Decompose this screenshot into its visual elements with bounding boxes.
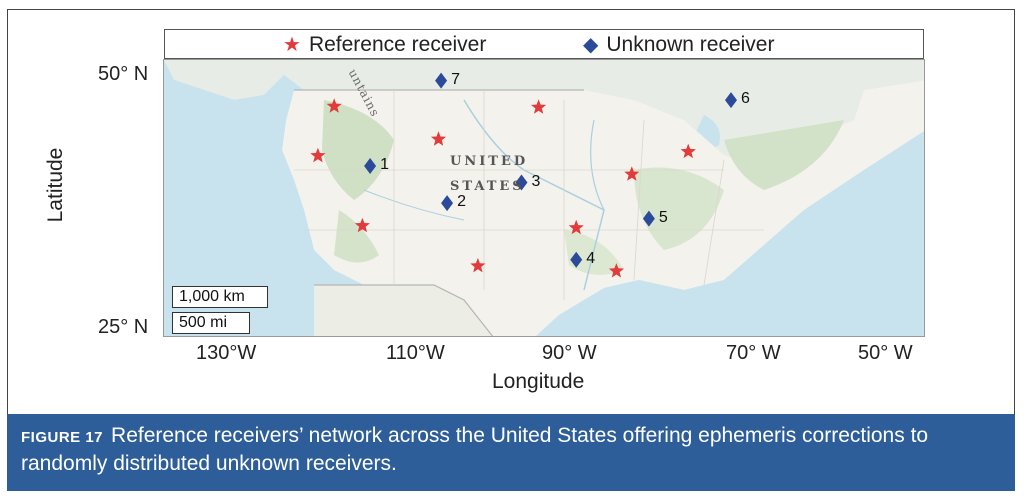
unknown-receiver-marker [441, 195, 454, 212]
legend: ★ Reference receiver ◆ Unknown receiver [164, 29, 924, 59]
reference-receiver-marker [680, 143, 696, 159]
basemap [164, 60, 924, 336]
caption-text: Reference receivers’ network across the … [21, 424, 929, 475]
reference-receiver-marker [531, 99, 547, 114]
unknown-receiver-label: 2 [457, 193, 466, 211]
reference-receiver-marker [354, 217, 370, 233]
unknown-receiver-label: 6 [741, 90, 750, 108]
reference-receiver-marker [608, 263, 624, 278]
star-icon: ★ [283, 34, 301, 56]
country-label-line2: STATES [450, 179, 525, 194]
unknown-receiver-marker [435, 72, 448, 89]
x-tick-50w: 50° W [858, 342, 913, 364]
legend-unknown-label: Unknown receiver [606, 33, 775, 56]
unknown-receiver-label: 5 [658, 208, 668, 226]
x-tick-130w: 130°W [196, 342, 257, 364]
diamond-icon: ◆ [583, 34, 599, 56]
unknown-receiver-label: 7 [451, 70, 460, 88]
unknown-receiver-label: 3 [531, 172, 541, 190]
legend-reference-label: Reference receiver [308, 33, 487, 56]
caption-label: FIGURE 17 [21, 429, 104, 446]
y-tick-50n: 50° N [98, 63, 149, 85]
scale-mi: 500 mi [172, 312, 250, 334]
y-axis-title: Latitude [44, 147, 67, 223]
x-tick-110w: 110°W [386, 342, 445, 364]
reference-receiver-marker [310, 147, 326, 163]
reference-receiver-marker [470, 257, 486, 273]
unknown-receiver-label: 4 [586, 249, 596, 267]
reference-receiver-marker [430, 131, 447, 146]
y-tick-25n: 25° N [98, 316, 149, 338]
reference-receiver-marker [326, 98, 342, 113]
legend-reference: ★ Reference receiver [283, 32, 486, 57]
reference-receiver-marker [568, 219, 584, 235]
legend-unknown: ◆ Unknown receiver [583, 32, 774, 57]
unknown-receiver-marker [515, 174, 528, 191]
figure-caption: FIGURE 17 Reference receivers’ network ac… [7, 414, 1015, 491]
unknown-receiver-marker [364, 158, 377, 175]
scale-km: 1,000 km [172, 286, 268, 308]
country-label-line1: UNITED [450, 154, 529, 169]
x-tick-90w: 90° W [542, 342, 597, 364]
reference-receiver-marker [624, 166, 640, 181]
unknown-receiver-marker [642, 210, 655, 227]
x-axis-title: Longitude [492, 370, 585, 393]
unknown-receiver-marker [570, 251, 583, 268]
unknown-receiver-marker [725, 92, 738, 109]
x-tick-70w: 70° W [726, 342, 781, 364]
unknown-receiver-label: 1 [380, 156, 389, 174]
